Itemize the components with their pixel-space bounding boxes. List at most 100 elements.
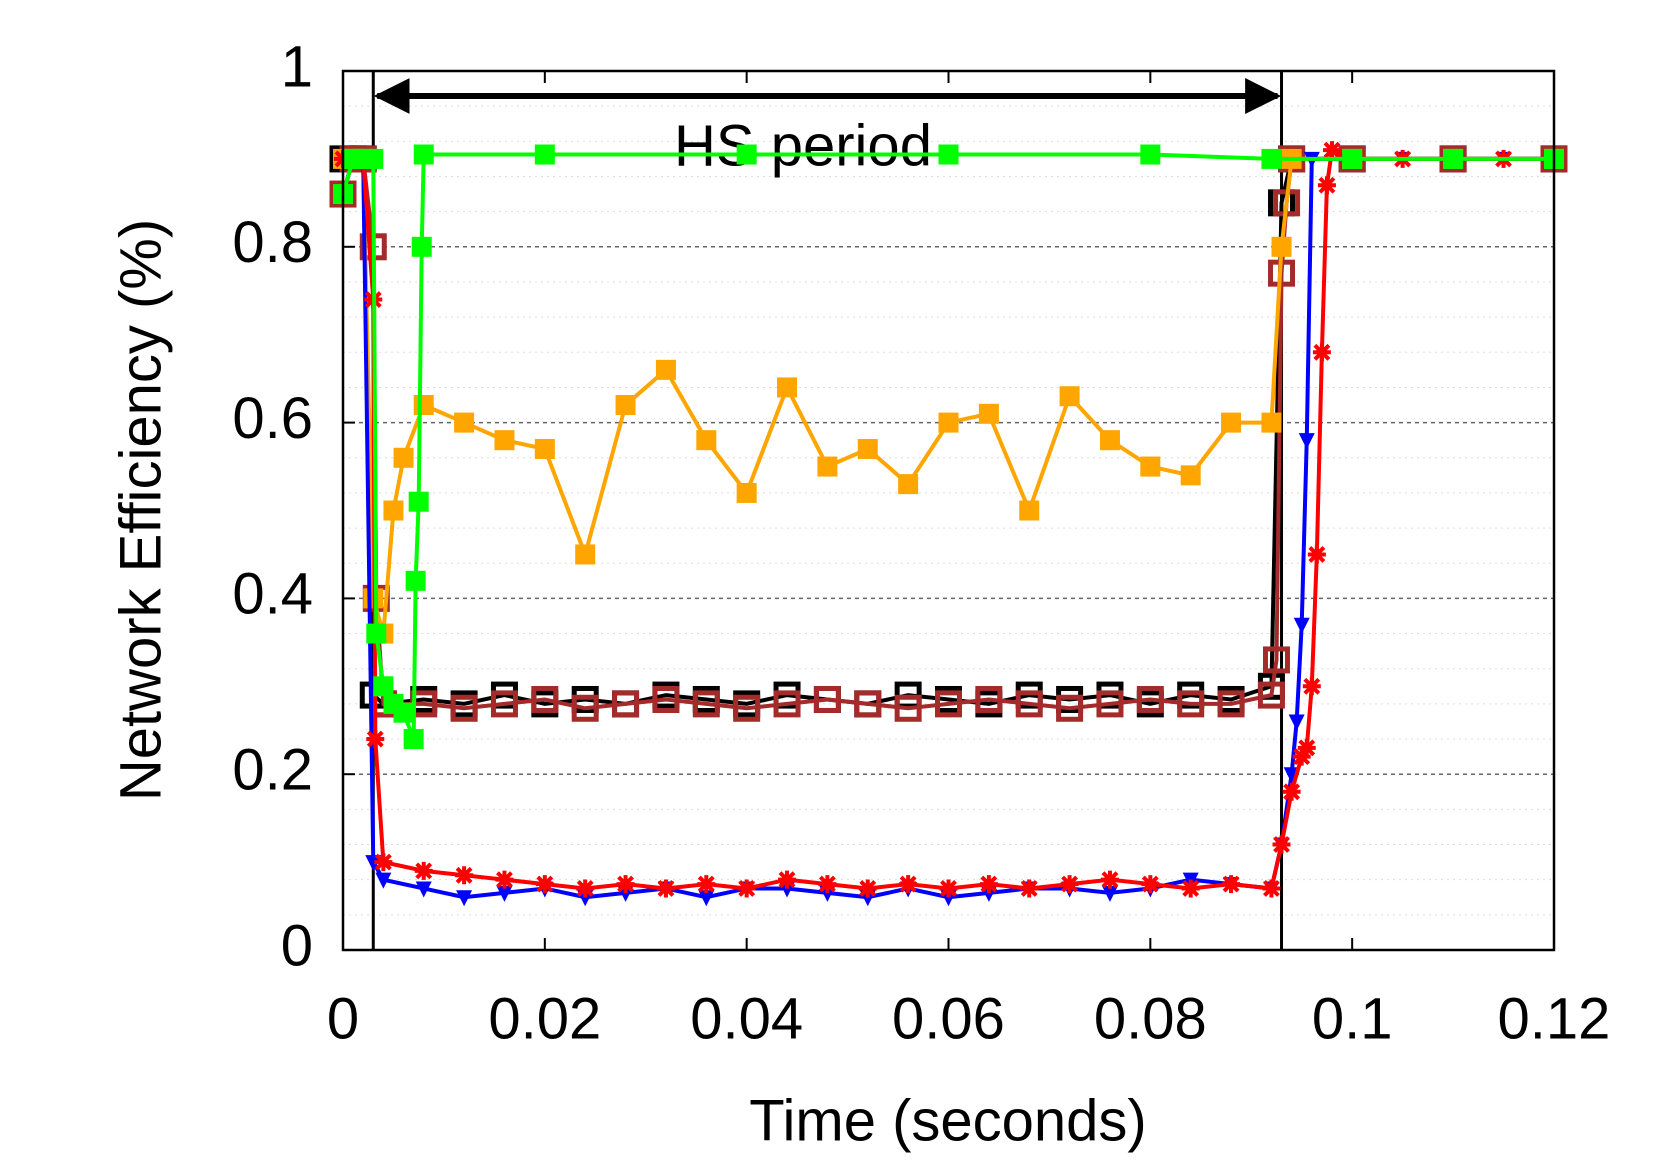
point xyxy=(494,430,515,451)
point xyxy=(1140,144,1161,165)
point xyxy=(698,890,715,907)
point xyxy=(1443,148,1464,169)
point xyxy=(612,690,640,718)
series xyxy=(329,145,1568,722)
point xyxy=(778,870,797,889)
series-line xyxy=(341,152,1554,740)
point xyxy=(1307,545,1326,564)
point xyxy=(1217,690,1245,718)
point xyxy=(737,879,756,898)
point xyxy=(531,685,559,713)
point xyxy=(450,694,478,722)
point xyxy=(1282,782,1301,801)
x-axis-title: Time (seconds) xyxy=(749,1088,1147,1153)
point xyxy=(454,412,475,433)
point xyxy=(365,855,382,872)
point xyxy=(894,694,922,722)
point xyxy=(813,685,841,713)
point xyxy=(535,875,554,894)
y-axis-title: Network Efficiency (%) xyxy=(108,219,173,801)
y-tick-label: 0 xyxy=(281,913,313,978)
point xyxy=(495,870,514,889)
point xyxy=(576,879,595,898)
x-tick-label: 0.02 xyxy=(488,986,601,1051)
point xyxy=(411,236,432,257)
point xyxy=(1140,456,1161,477)
point xyxy=(1257,681,1285,709)
point xyxy=(1261,148,1282,169)
point xyxy=(534,144,555,165)
point xyxy=(413,395,434,416)
series-line xyxy=(343,147,1554,891)
point xyxy=(1177,690,1205,718)
point xyxy=(1262,879,1281,898)
point xyxy=(656,879,675,898)
point xyxy=(979,875,998,894)
point xyxy=(697,875,716,894)
series xyxy=(334,141,1563,898)
point xyxy=(1141,875,1160,894)
point xyxy=(1262,646,1290,674)
point xyxy=(858,879,877,898)
y-tick-label: 0.8 xyxy=(232,210,313,275)
point xyxy=(1271,236,1292,257)
point xyxy=(736,482,757,503)
point xyxy=(1060,875,1079,894)
series xyxy=(335,151,1562,907)
point xyxy=(393,447,414,468)
point xyxy=(413,144,434,165)
point xyxy=(736,144,757,165)
point xyxy=(898,474,919,495)
series-line xyxy=(341,156,1554,900)
point xyxy=(975,685,1003,713)
point xyxy=(1015,690,1043,718)
point xyxy=(1298,433,1315,450)
point xyxy=(1322,141,1341,160)
point xyxy=(1101,885,1118,902)
series xyxy=(333,148,1564,644)
point xyxy=(818,875,837,894)
point xyxy=(935,690,962,718)
point xyxy=(490,690,518,718)
point xyxy=(733,694,761,722)
point xyxy=(363,148,384,169)
point xyxy=(773,690,801,718)
point xyxy=(1099,430,1120,451)
point xyxy=(575,544,596,565)
point xyxy=(571,694,599,722)
point xyxy=(938,412,959,433)
x-tick-label: 0.12 xyxy=(1498,986,1611,1051)
point xyxy=(938,144,959,165)
point xyxy=(1292,747,1311,766)
point xyxy=(1342,148,1363,169)
point xyxy=(1221,412,1242,433)
point xyxy=(1288,714,1305,731)
point xyxy=(415,881,432,898)
y-tick-label: 0.2 xyxy=(232,738,313,803)
period-label: HS period xyxy=(674,113,932,178)
point xyxy=(1293,617,1310,634)
point xyxy=(1020,879,1039,898)
point xyxy=(455,866,474,885)
point xyxy=(1317,176,1336,195)
point xyxy=(1059,386,1080,407)
y-tick-label: 0.4 xyxy=(232,562,313,627)
point xyxy=(405,570,426,591)
series xyxy=(333,144,1564,750)
point xyxy=(1302,677,1321,696)
point xyxy=(366,623,387,644)
point xyxy=(692,690,720,718)
point xyxy=(393,702,414,723)
point xyxy=(899,875,918,894)
point xyxy=(1136,685,1164,713)
point xyxy=(1222,875,1241,894)
point xyxy=(1181,879,1200,898)
point xyxy=(408,491,429,512)
point xyxy=(1297,738,1316,757)
point xyxy=(615,395,636,416)
point xyxy=(403,729,424,750)
point xyxy=(456,890,473,907)
x-tick-label: 0.04 xyxy=(690,986,803,1051)
point xyxy=(534,438,555,459)
